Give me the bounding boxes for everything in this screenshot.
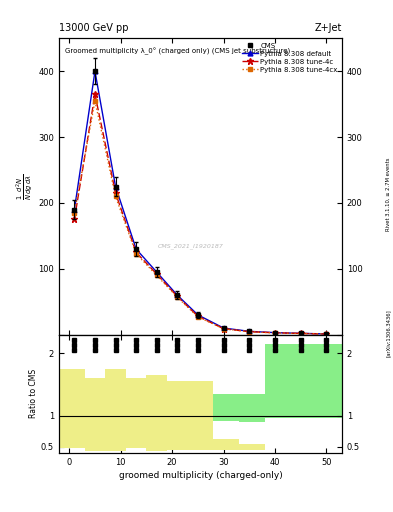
Pythia 8.308 tune-4c bbox=[72, 217, 77, 223]
Pythia 8.308 default bbox=[298, 330, 303, 336]
Pythia 8.308 tune-4c bbox=[113, 190, 118, 196]
Pythia 8.308 default bbox=[134, 246, 138, 252]
Pythia 8.308 default bbox=[247, 328, 252, 334]
Text: CMS_2021_I1920187: CMS_2021_I1920187 bbox=[158, 243, 224, 249]
Pythia 8.308 tune-4cx bbox=[298, 330, 303, 336]
Y-axis label: Ratio to CMS: Ratio to CMS bbox=[29, 369, 38, 418]
Pythia 8.308 tune-4c bbox=[93, 91, 97, 97]
Text: 13000 GeV pp: 13000 GeV pp bbox=[59, 23, 129, 33]
Text: Rivet 3.1.10, ≥ 2.7M events: Rivet 3.1.10, ≥ 2.7M events bbox=[386, 158, 391, 231]
Text: Z+Jet: Z+Jet bbox=[314, 23, 342, 33]
X-axis label: groomed multiplicity (charged-only): groomed multiplicity (charged-only) bbox=[119, 471, 282, 480]
Pythia 8.308 default bbox=[154, 269, 159, 275]
Legend: CMS, Pythia 8.308 default, Pythia 8.308 tune-4c, Pythia 8.308 tune-4cx: CMS, Pythia 8.308 default, Pythia 8.308 … bbox=[240, 40, 340, 76]
Pythia 8.308 tune-4c bbox=[221, 326, 226, 332]
Pythia 8.308 tune-4cx bbox=[221, 326, 226, 332]
Line: Pythia 8.308 tune-4cx: Pythia 8.308 tune-4cx bbox=[73, 99, 328, 336]
Pythia 8.308 default bbox=[175, 292, 180, 298]
Pythia 8.308 tune-4c bbox=[273, 330, 277, 336]
Pythia 8.308 default bbox=[221, 325, 226, 331]
Pythia 8.308 default bbox=[195, 312, 200, 318]
Pythia 8.308 tune-4cx bbox=[72, 210, 77, 216]
Pythia 8.308 tune-4c bbox=[247, 329, 252, 335]
Y-axis label: $\frac{1}{N}\frac{d^2N}{dg\,d\lambda}$: $\frac{1}{N}\frac{d^2N}{dg\,d\lambda}$ bbox=[15, 173, 35, 200]
Pythia 8.308 tune-4cx bbox=[154, 272, 159, 279]
Text: [arXiv:1306.3436]: [arXiv:1306.3436] bbox=[386, 309, 391, 357]
Pythia 8.308 tune-4c bbox=[134, 249, 138, 255]
Pythia 8.308 tune-4c bbox=[324, 331, 329, 337]
Pythia 8.308 default bbox=[324, 331, 329, 337]
Pythia 8.308 default bbox=[113, 183, 118, 189]
Pythia 8.308 tune-4cx bbox=[247, 329, 252, 335]
Pythia 8.308 tune-4cx bbox=[195, 314, 200, 320]
Pythia 8.308 tune-4cx bbox=[175, 294, 180, 300]
Text: Groomed multiplicity λ_0° (charged only) (CMS jet substructure): Groomed multiplicity λ_0° (charged only)… bbox=[64, 47, 290, 55]
Pythia 8.308 default bbox=[72, 206, 77, 212]
Pythia 8.308 tune-4cx bbox=[93, 98, 97, 104]
Pythia 8.308 tune-4cx bbox=[273, 330, 277, 336]
Line: Pythia 8.308 default: Pythia 8.308 default bbox=[72, 69, 329, 336]
Pythia 8.308 default bbox=[273, 330, 277, 336]
Pythia 8.308 tune-4c bbox=[175, 293, 180, 300]
Pythia 8.308 tune-4c bbox=[298, 330, 303, 336]
Pythia 8.308 tune-4cx bbox=[113, 194, 118, 200]
Line: Pythia 8.308 tune-4c: Pythia 8.308 tune-4c bbox=[71, 91, 330, 337]
Pythia 8.308 tune-4cx bbox=[134, 250, 138, 257]
Pythia 8.308 tune-4c bbox=[195, 313, 200, 319]
Pythia 8.308 tune-4c bbox=[154, 271, 159, 277]
Pythia 8.308 tune-4cx bbox=[324, 331, 329, 337]
Pythia 8.308 default bbox=[93, 68, 97, 74]
